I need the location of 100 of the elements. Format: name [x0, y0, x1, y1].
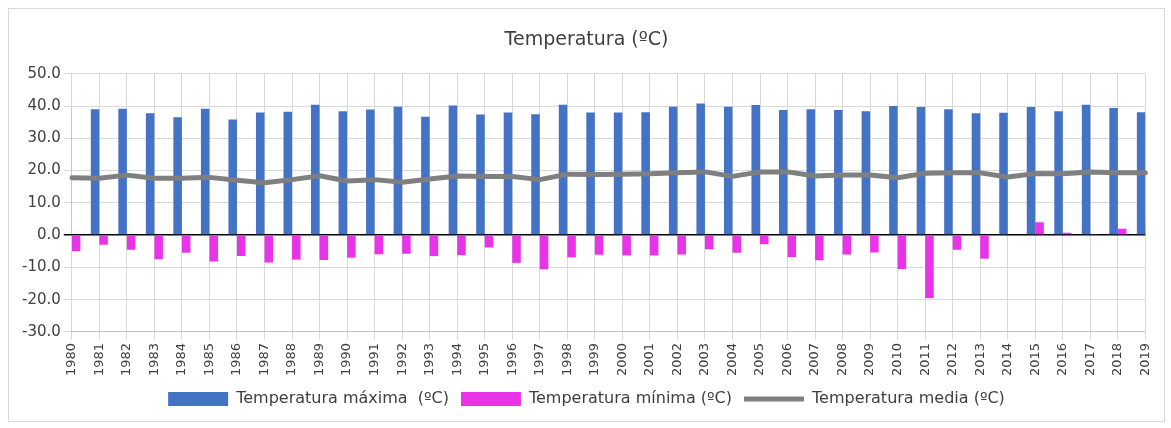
bar: [815, 235, 824, 261]
bar: [347, 235, 356, 258]
x-tick-label: 2018: [1109, 342, 1125, 377]
bar: [668, 106, 678, 235]
bar: [319, 235, 329, 260]
bar: [916, 107, 926, 235]
bar: [751, 105, 761, 235]
bar: [704, 235, 714, 250]
x-tick-label: 1993: [421, 342, 437, 377]
y-tick-label: 10.0: [27, 192, 61, 211]
x-tick-label: 1998: [558, 342, 574, 377]
bar: [952, 235, 962, 250]
bar: [429, 235, 439, 257]
x-tick-label: 1983: [145, 342, 161, 377]
bar: [539, 235, 549, 270]
bar: [531, 114, 540, 235]
x-tick-label: 2016: [1054, 342, 1070, 377]
x-tick-label: 2007: [806, 342, 822, 377]
bar: [255, 112, 265, 235]
bar: [649, 235, 659, 256]
bar: [366, 109, 375, 235]
x-tick-label: 2015: [1026, 342, 1042, 377]
bar: [173, 117, 182, 235]
x-tick-label: 1995: [476, 342, 492, 377]
bar: [338, 111, 348, 235]
y-tick-label: -30.0: [22, 321, 61, 340]
bar: [402, 235, 411, 254]
bar: [806, 109, 816, 235]
y-tick-label: -10.0: [22, 257, 61, 276]
x-tick-label: 2009: [861, 342, 877, 377]
bar: [696, 103, 705, 235]
x-tick-label: 1980: [63, 342, 79, 377]
x-tick-label: 2001: [641, 342, 657, 377]
legend-label: Temperatura máxima (ºC): [235, 388, 449, 408]
x-tick-label: 2014: [999, 342, 1015, 377]
bar: [1109, 108, 1118, 235]
bar: [586, 112, 595, 235]
bar: [145, 113, 155, 235]
legend-label: Temperatura media (ºC): [810, 388, 1005, 408]
bar: [594, 235, 604, 255]
y-tick-label: 0.0: [36, 225, 61, 244]
x-tick-label: 2008: [833, 342, 849, 377]
x-tick-label: 2003: [696, 342, 712, 377]
x-tick-label: 1992: [393, 342, 409, 377]
y-tick-label: 50.0: [27, 63, 61, 82]
bar: [374, 235, 384, 255]
x-tick-label: 2012: [944, 342, 960, 377]
bar: [641, 112, 650, 235]
bar: [1026, 107, 1036, 235]
bar: [90, 109, 100, 235]
bar: [861, 111, 871, 235]
x-tick-label: 2019: [1136, 342, 1152, 377]
x-tick-label: 2000: [613, 342, 629, 377]
x-tick-label: 2002: [668, 342, 684, 377]
y-tick-label: 30.0: [27, 128, 61, 147]
x-tick-label: 2005: [751, 342, 767, 377]
bar: [787, 235, 797, 258]
bar: [484, 235, 494, 248]
bar: [228, 119, 237, 235]
bar: [283, 111, 293, 235]
bar: [209, 235, 218, 262]
x-tick-label: 1997: [531, 342, 547, 377]
bar: [476, 114, 485, 235]
bar: [723, 106, 733, 235]
bar: [732, 235, 742, 253]
bar: [944, 109, 953, 235]
bar: [622, 235, 631, 256]
x-tick-label: 1999: [586, 342, 602, 377]
x-tick-label: 1981: [90, 342, 106, 377]
bar: [264, 235, 274, 263]
bar: [980, 235, 989, 259]
bar: [842, 235, 852, 255]
bar: [834, 109, 843, 235]
bar: [99, 235, 108, 245]
bar: [897, 235, 907, 269]
bar: [512, 235, 521, 263]
bar: [567, 235, 576, 258]
bar: [448, 105, 458, 235]
bar: [421, 116, 430, 235]
legend-label: Temperatura mínima (ºC): [527, 388, 732, 408]
x-tick-label: 2017: [1081, 342, 1097, 377]
x-tick-label: 1994: [448, 342, 464, 377]
x-tick-label: 1985: [200, 342, 216, 377]
bar: [457, 235, 466, 256]
x-tick-label: 1986: [228, 342, 244, 377]
bar: [779, 109, 788, 235]
x-tick-label: 2006: [778, 342, 794, 377]
x-tick-label: 1989: [310, 342, 326, 377]
x-tick-label: 1988: [283, 342, 299, 377]
x-tick-label: 2010: [889, 342, 905, 377]
bar: [118, 108, 127, 235]
x-tick-label: 2013: [971, 342, 987, 377]
bar: [393, 106, 403, 235]
bar: [126, 235, 136, 250]
x-tick-label: 2011: [916, 342, 932, 377]
bar: [971, 113, 981, 235]
x-tick-label: 1996: [503, 342, 519, 377]
bar: [760, 235, 769, 245]
x-tick-label: 1987: [255, 342, 271, 377]
bar: [870, 235, 879, 253]
